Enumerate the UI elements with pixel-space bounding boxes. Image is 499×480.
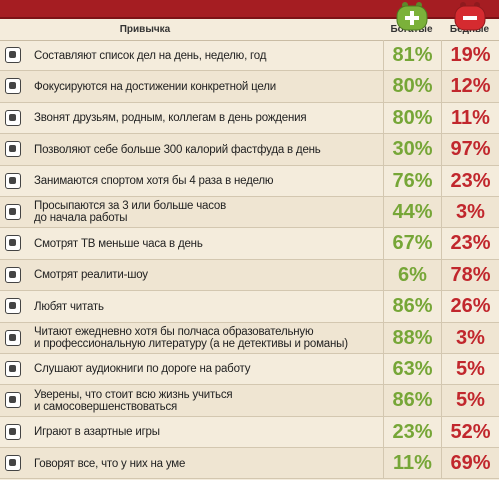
rich-percent: 80% bbox=[383, 102, 441, 134]
habit-line: и профессиональную литературу (а не дете… bbox=[34, 338, 348, 351]
rich-percent: 23% bbox=[383, 416, 441, 448]
poor-percent: 3% bbox=[441, 322, 499, 354]
row-icon bbox=[5, 266, 21, 283]
rich-percent: 63% bbox=[383, 353, 441, 385]
habit-text: Фокусируются на достижении конкретной це… bbox=[34, 71, 379, 102]
poor-percent: 23% bbox=[441, 228, 499, 260]
row-icon bbox=[5, 235, 21, 252]
poor-purse bbox=[454, 2, 486, 31]
rich-percent: 44% bbox=[383, 196, 441, 228]
row-icon bbox=[5, 203, 21, 220]
table-body: Составляют список дел на день, неделю, г… bbox=[0, 40, 499, 480]
poor-percent: 3% bbox=[441, 196, 499, 228]
habit-line: Смотрят реалити-шоу bbox=[34, 269, 148, 282]
table-row: Играют в азартные игры 23% 52% bbox=[0, 416, 499, 449]
poor-percent: 97% bbox=[441, 134, 499, 166]
row-icon bbox=[5, 329, 21, 346]
poor-percent: 69% bbox=[441, 448, 499, 480]
habit-text: Читают ежедневно хотя бы полчаса образов… bbox=[34, 323, 379, 354]
habit-line: Говорят все, что у них на уме bbox=[34, 457, 186, 470]
table-row: Позволяют себе больше 300 калорий фастфу… bbox=[0, 134, 499, 166]
poor-percent: 5% bbox=[441, 385, 499, 417]
habit-text: Играют в азартные игры bbox=[34, 417, 379, 448]
habit-text: Слушают аудиокниги по дороге на работу bbox=[34, 354, 379, 385]
rich-percent: 11% bbox=[383, 448, 441, 480]
habit-header: Привычка bbox=[119, 24, 171, 35]
poor-percent: 52% bbox=[441, 416, 499, 448]
habit-text: Звонят друзьям, родным, коллегам в день … bbox=[34, 103, 379, 134]
poor-percent: 12% bbox=[441, 71, 499, 103]
table-row: Уверены, что стоит всю жизнь учиться и са… bbox=[0, 385, 499, 417]
habit-text: Составляют список дел на день, неделю, г… bbox=[34, 40, 379, 71]
habit-line: Позволяют себе больше 300 калорий фастфу… bbox=[34, 143, 321, 156]
habit-text: Просыпаются за 3 или больше часов до нача… bbox=[34, 197, 379, 228]
poor-percent: 19% bbox=[441, 40, 499, 71]
table-row: Смотрят ТВ меньше часа в день 67% 23% bbox=[0, 228, 499, 260]
poor-percent: 5% bbox=[441, 353, 499, 385]
habit-line: Просыпаются за 3 или больше часов bbox=[34, 200, 227, 213]
poor-percent: 23% bbox=[441, 165, 499, 197]
row-icon bbox=[5, 47, 21, 63]
habit-text: Смотрят ТВ меньше часа в день bbox=[34, 228, 379, 259]
rich-purse bbox=[396, 2, 428, 31]
rich-percent: 81% bbox=[383, 40, 441, 71]
habit-text: Смотрят реалити-шоу bbox=[34, 260, 379, 291]
rich-percent: 80% bbox=[383, 71, 441, 103]
table-row: Фокусируются на достижении конкретной це… bbox=[0, 71, 499, 103]
top-band bbox=[0, 0, 499, 19]
table-row: Занимаются спортом хотя бы 4 раза в неде… bbox=[0, 165, 499, 197]
habit-line: и самосовершенствоваться bbox=[34, 400, 178, 413]
habit-text: Говорят все, что у них на уме bbox=[34, 448, 379, 479]
table-row: Смотрят реалити-шоу 6% 78% bbox=[0, 259, 499, 292]
row-icon bbox=[5, 109, 21, 126]
habit-line: Звонят друзьям, родным, коллегам в день … bbox=[34, 112, 307, 125]
rich-percent: 86% bbox=[383, 385, 441, 417]
row-icon bbox=[5, 455, 21, 472]
poor-percent: 78% bbox=[441, 259, 499, 291]
rich-percent: 76% bbox=[383, 165, 441, 197]
poor-percent: 26% bbox=[441, 291, 499, 323]
rich-percent: 86% bbox=[383, 291, 441, 323]
row-icon bbox=[5, 78, 21, 95]
rich-percent: 6% bbox=[383, 259, 441, 291]
table-row: Просыпаются за 3 или больше часов до нача… bbox=[0, 196, 499, 229]
habit-line: Слушают аудиокниги по дороге на работу bbox=[34, 363, 251, 376]
poor-percent: 11% bbox=[441, 102, 499, 134]
row-icon bbox=[5, 360, 21, 377]
table-row: Любят читать 86% 26% bbox=[0, 291, 499, 323]
habit-text: Занимаются спортом хотя бы 4 раза в неде… bbox=[34, 166, 379, 197]
habit-line: до начала работы bbox=[34, 212, 128, 225]
rich-percent: 30% bbox=[383, 134, 441, 166]
habit-text: Любят читать bbox=[34, 291, 379, 322]
rich-percent: 67% bbox=[383, 228, 441, 260]
table-row: Звонят друзьям, родным, коллегам в день … bbox=[0, 102, 499, 135]
row-icon bbox=[5, 172, 21, 189]
habit-line: Фокусируются на достижении конкретной це… bbox=[34, 80, 276, 93]
row-icon bbox=[5, 141, 21, 158]
row-icon bbox=[5, 392, 21, 409]
habit-line: Уверены, что стоит всю жизнь учиться bbox=[34, 388, 233, 401]
habit-line: Любят читать bbox=[34, 300, 104, 313]
table-row: Говорят все, что у них на уме 11% 69% bbox=[0, 448, 499, 480]
habit-line: Смотрят ТВ меньше часа в день bbox=[34, 237, 203, 250]
rich-percent: 88% bbox=[383, 322, 441, 354]
habit-text: Позволяют себе больше 300 калорий фастфу… bbox=[34, 134, 379, 165]
habit-line: Играют в азартные игры bbox=[34, 426, 160, 439]
row-icon bbox=[5, 298, 21, 315]
habit-line: Составляют список дел на день, неделю, г… bbox=[34, 49, 267, 62]
table-row: Составляют список дел на день, неделю, г… bbox=[0, 40, 499, 72]
habit-text: Уверены, что стоит всю жизнь учиться и са… bbox=[34, 385, 379, 416]
habit-line: Занимаются спортом хотя бы 4 раза в неде… bbox=[34, 175, 274, 188]
habit-line: Читают ежедневно хотя бы полчаса образов… bbox=[34, 326, 314, 339]
row-icon bbox=[5, 423, 21, 440]
table-row: Слушают аудиокниги по дороге на работу 63… bbox=[0, 353, 499, 386]
purse-icons bbox=[396, 2, 486, 31]
table-row: Читают ежедневно хотя бы полчаса образов… bbox=[0, 322, 499, 354]
